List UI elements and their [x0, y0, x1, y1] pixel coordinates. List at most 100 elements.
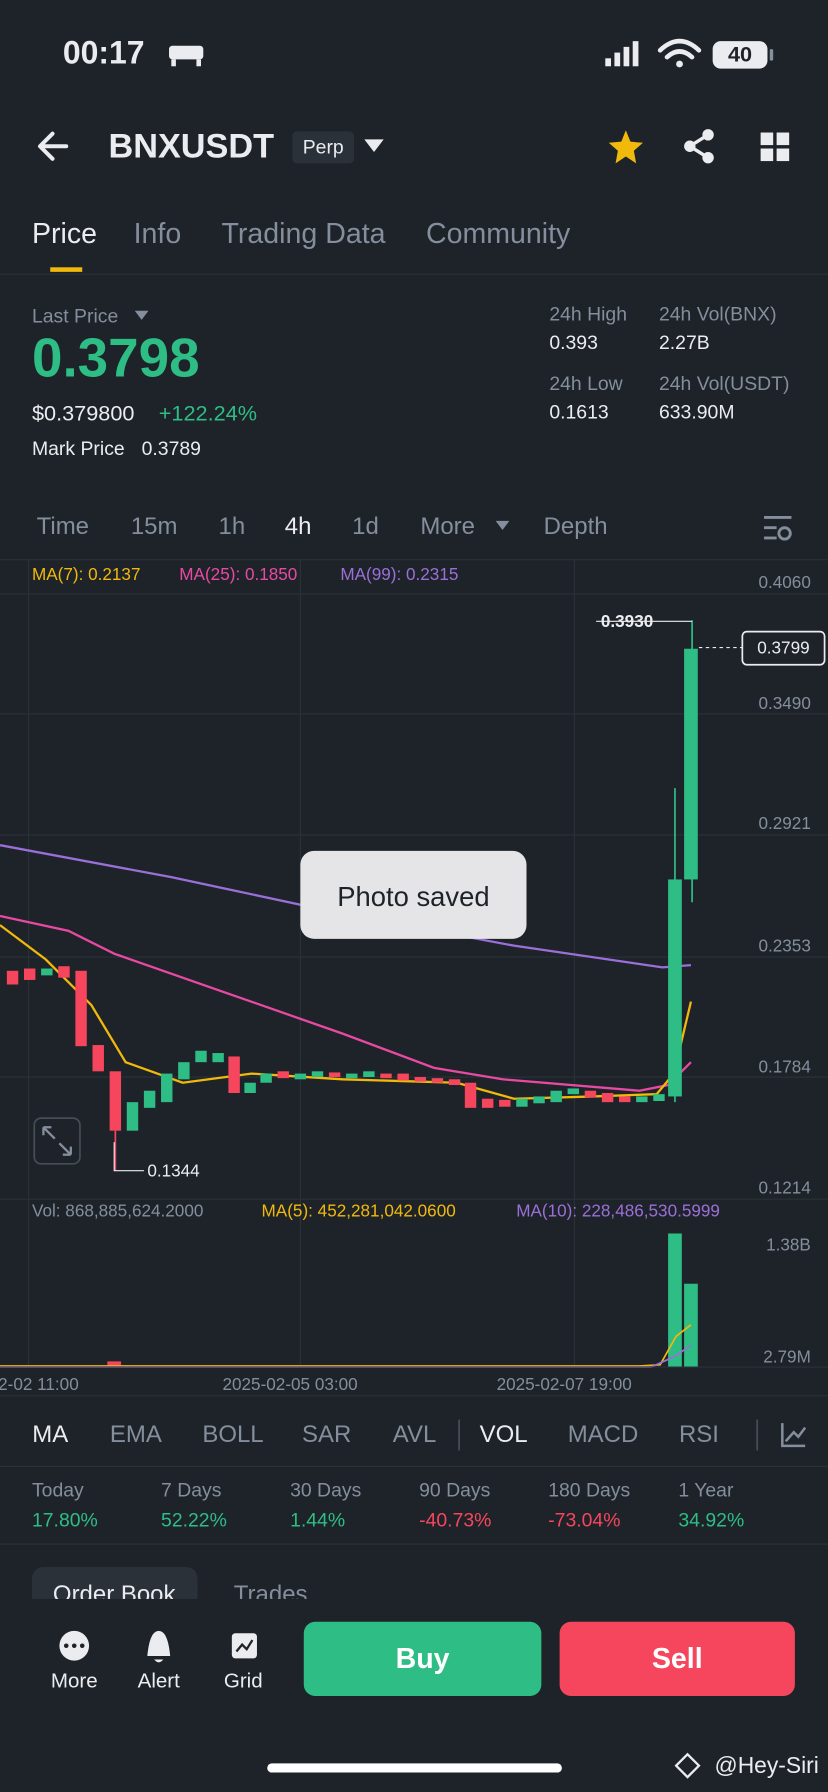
indicator[interactable]: EMA — [110, 1421, 162, 1448]
watermark: @Hey-Siri — [715, 1752, 819, 1778]
shape — [196, 59, 202, 67]
shape — [448, 1079, 461, 1086]
vol-bar — [107, 1361, 122, 1368]
watermark-logo — [674, 1752, 701, 1779]
candles — [6, 620, 698, 1171]
last-price: 0.3798 — [32, 327, 200, 389]
tab[interactable]: Trading Data — [222, 218, 386, 250]
tab[interactable]: Info — [134, 218, 182, 250]
share[interactable] — [684, 129, 714, 164]
dropdown — [134, 310, 149, 320]
nav-label: Grid — [224, 1670, 263, 1693]
shape — [601, 1093, 614, 1103]
battery-level: 40 — [728, 42, 752, 67]
symbol-dropdown[interactable] — [364, 139, 384, 152]
interval[interactable]: More — [420, 513, 475, 540]
shape — [623, 46, 630, 67]
vol-ma5 — [0, 1324, 692, 1367]
vol-ma-label: MA(5): 452,281,042.0600 — [262, 1200, 456, 1220]
shape — [653, 1094, 665, 1102]
shape — [63, 1643, 69, 1649]
fullscreen[interactable] — [33, 1117, 81, 1165]
perf-value: 1.44% — [290, 1509, 345, 1531]
indicator[interactable]: VOL — [480, 1421, 528, 1448]
chart-settings[interactable] — [764, 515, 792, 541]
interval[interactable]: 1h — [219, 513, 246, 540]
high-marker: 0.3930 — [601, 611, 653, 631]
shape — [169, 45, 204, 60]
shape — [776, 148, 790, 162]
shape — [668, 879, 682, 1097]
interval[interactable]: 4h — [285, 513, 312, 540]
sell-button[interactable] — [559, 1621, 795, 1697]
indicator[interactable]: SAR — [302, 1421, 351, 1448]
shape — [75, 970, 87, 1047]
back-button[interactable] — [37, 131, 69, 161]
shape — [244, 1082, 256, 1094]
perf-label: Today — [32, 1480, 84, 1502]
indicator[interactable]: BOLL — [202, 1421, 263, 1448]
clock: 00:17 — [63, 34, 145, 70]
tab[interactable]: Price — [32, 218, 97, 250]
ma-label: MA(7): 0.2137 — [32, 564, 141, 584]
label: 24h Low — [549, 373, 623, 395]
favorite[interactable] — [608, 130, 643, 164]
interval[interactable]: 1d — [352, 513, 379, 540]
perf-value: -40.73% — [419, 1509, 491, 1531]
perf-value: 34.92% — [678, 1509, 744, 1531]
indicator[interactable]: MACD — [568, 1421, 639, 1448]
tab[interactable]: Community — [426, 218, 571, 250]
indicator-settings[interactable] — [781, 1423, 807, 1448]
label: 24h Vol(USDT) — [659, 373, 789, 395]
wifi-dot — [676, 60, 683, 68]
fullscreen-icon — [42, 1126, 72, 1156]
badge: Perp — [303, 137, 344, 159]
perf-value: 17.80% — [32, 1509, 98, 1531]
mark-price: 0.3789 — [142, 438, 201, 460]
shape — [380, 1073, 392, 1079]
alert-icon[interactable] — [147, 1630, 171, 1663]
shape — [58, 966, 70, 978]
vol-label: Vol: 868,885,624.2000 — [32, 1200, 203, 1220]
shape — [212, 1053, 224, 1063]
interval[interactable]: 15m — [131, 513, 178, 540]
buy-button[interactable] — [303, 1621, 542, 1697]
label: Last Price — [32, 306, 118, 328]
group: Today 17.80% 7 Days 52.22% 30 Days 1.44% 90… — [32, 1480, 744, 1532]
battery-tip — [769, 49, 774, 61]
price-tick: 0.1784 — [758, 1056, 811, 1076]
shape — [619, 1096, 631, 1103]
label: 24h High — [549, 303, 627, 325]
indicator[interactable]: AVL — [393, 1421, 437, 1448]
perf-label: 90 Days — [419, 1480, 490, 1502]
value: 0.393 — [549, 332, 598, 354]
shape — [228, 1056, 240, 1094]
layout-menu[interactable] — [760, 132, 790, 162]
symbol: BNXUSDT — [108, 128, 274, 166]
vol-ma-label: MA(10): 228,486,530.5999 — [516, 1200, 720, 1220]
ma-label: MA(25): 0.1850 — [179, 564, 297, 584]
perf-label: 7 Days — [161, 1480, 221, 1502]
shape — [499, 1099, 511, 1107]
date-tick: 2025-02-05 03:00 — [222, 1374, 357, 1394]
shape — [686, 133, 709, 160]
wifi-icon — [657, 38, 702, 60]
nav-label: More — [51, 1670, 98, 1693]
shape — [584, 1090, 597, 1098]
interval[interactable]: Time — [37, 513, 89, 540]
shape — [363, 1071, 375, 1078]
current-price-box — [741, 630, 826, 666]
sleep-icon — [169, 45, 204, 67]
toast — [300, 850, 527, 939]
indicator[interactable]: RSI — [679, 1421, 719, 1448]
value: 0.1613 — [549, 402, 608, 424]
shape — [195, 1050, 207, 1063]
shape — [23, 968, 36, 980]
price-tick: 0.2921 — [758, 813, 810, 833]
shape — [397, 1073, 409, 1081]
shape — [464, 1082, 477, 1108]
interval[interactable]: Depth — [544, 513, 608, 540]
indicator[interactable]: MA — [32, 1421, 68, 1448]
shape — [760, 148, 774, 162]
